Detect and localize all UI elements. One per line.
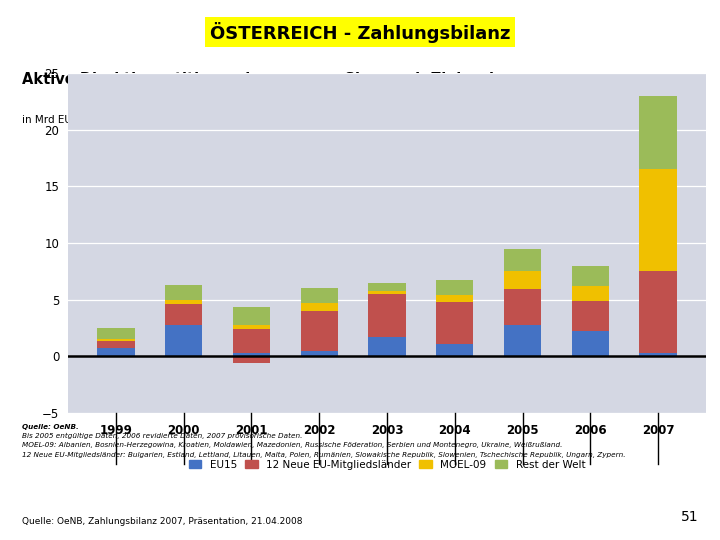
Bar — [369, 283, 405, 291]
Bar — [572, 332, 609, 356]
Bar — [436, 302, 473, 344]
Bar — [301, 311, 338, 351]
Bar — [436, 280, 473, 295]
Bar — [301, 351, 338, 356]
Bar — [301, 288, 338, 303]
Bar — [165, 325, 202, 356]
Bar — [504, 325, 541, 356]
Bar — [504, 248, 541, 271]
Text: ÖSTERREICH - Zahlungsbilanz: ÖSTERREICH - Zahlungsbilanz — [210, 22, 510, 43]
Bar — [369, 291, 405, 294]
Text: Quelle: OeNB, Zahlungsbilanz 2007, Präsentation, 21.04.2008: Quelle: OeNB, Zahlungsbilanz 2007, Präse… — [22, 517, 302, 526]
Bar — [233, 325, 270, 329]
Text: 12 Neue EU-Mitgliedsländer: Bulgarien, Estland, Lettland, Litauen, Malta, Polen,: 12 Neue EU-Mitgliedsländer: Bulgarien, E… — [22, 451, 625, 457]
Text: Bis 2005 entgültige Daten, 2006 revidierte Daten, 2007 provisorische Daten.: Bis 2005 entgültige Daten, 2006 revidier… — [22, 433, 302, 439]
Text: MOEL-09: Albanien, Bosnien-Herzegowina, Kroatien, Moldawien, Mazedonien, Russisc: MOEL-09: Albanien, Bosnien-Herzegowina, … — [22, 442, 562, 448]
Bar — [165, 300, 202, 304]
Bar — [233, 356, 270, 363]
Bar — [572, 266, 609, 286]
Bar — [97, 348, 135, 356]
Bar — [165, 285, 202, 300]
Bar — [639, 353, 677, 356]
Bar — [233, 307, 270, 325]
Bar — [639, 96, 677, 169]
Text: in Mrd EUR: in Mrd EUR — [22, 114, 78, 125]
Bar — [572, 286, 609, 301]
Bar — [639, 271, 677, 353]
Bar — [233, 329, 270, 353]
Bar — [436, 295, 473, 302]
Bar — [97, 328, 135, 340]
Legend: EU15, 12 Neue EU-Mitgliedsländer, MOEL-09, Rest der Welt: EU15, 12 Neue EU-Mitgliedsländer, MOEL-0… — [186, 457, 588, 471]
Bar — [165, 304, 202, 325]
Bar — [97, 339, 135, 341]
Bar — [369, 294, 405, 337]
Bar — [504, 271, 541, 289]
Bar — [639, 170, 677, 271]
Bar — [301, 303, 338, 311]
Bar — [572, 301, 609, 332]
Bar — [436, 344, 473, 356]
Bar — [233, 353, 270, 356]
Text: Quelle: OeNB.: Quelle: OeNB. — [22, 424, 78, 430]
Text: FDI = Foreign Direct Investment abroad: FDI = Foreign Direct Investment abroad — [104, 110, 299, 120]
Bar — [97, 341, 135, 348]
Text: 51: 51 — [681, 510, 698, 524]
Bar — [504, 289, 541, 325]
Text: Aktive Direktinvestitionen im engeren Sinn nach Zielregionen: Aktive Direktinvestitionen im engeren Si… — [22, 72, 534, 87]
Bar — [369, 337, 405, 356]
